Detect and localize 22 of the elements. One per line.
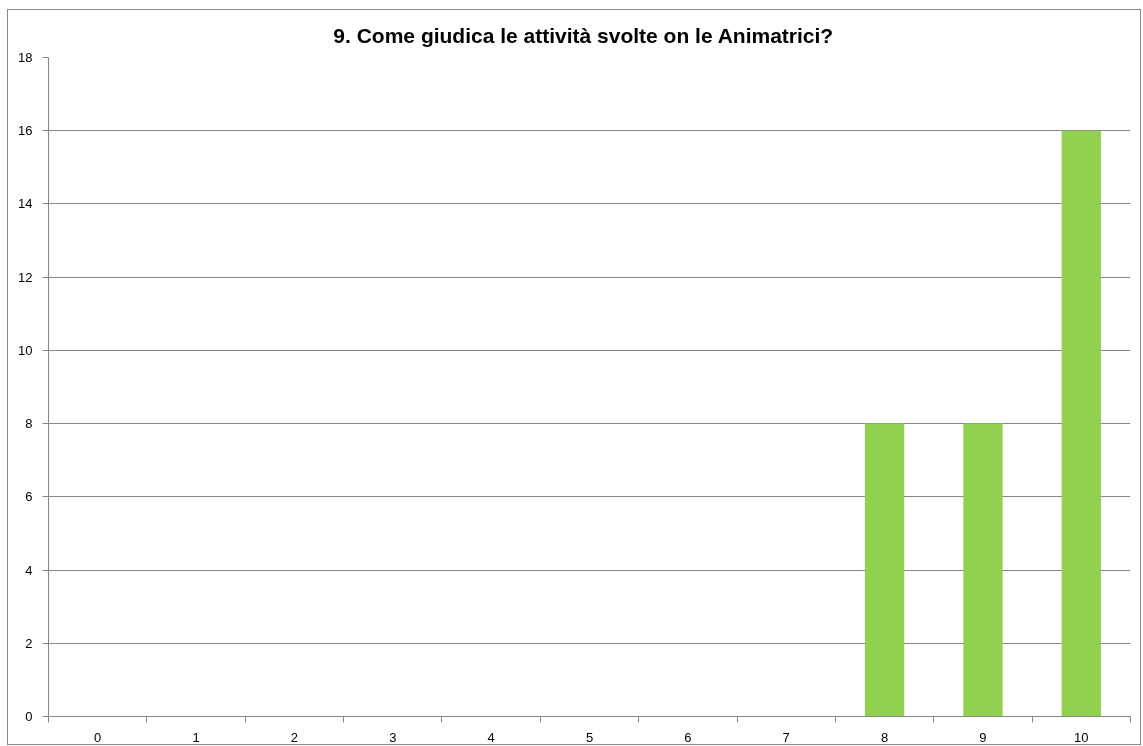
x-tick-label: 9	[979, 729, 987, 745]
x-tick-label: 10	[1074, 729, 1089, 745]
y-tick-label: 0	[25, 709, 33, 724]
x-tick-label: 0	[94, 729, 102, 745]
y-tick-label: 12	[18, 269, 33, 285]
x-tick-label: 1	[192, 729, 200, 745]
x-tick-label: 4	[487, 729, 495, 745]
x-tick-label: 7	[782, 729, 790, 745]
x-tick-label: 8	[880, 729, 889, 745]
y-tick-label: 8	[25, 416, 33, 432]
y-tick-label: 4	[25, 562, 33, 578]
y-tick-label: 6	[25, 489, 33, 505]
y-tick-label: 14	[18, 196, 33, 212]
x-tick-label: 3	[389, 729, 397, 745]
y-tick-label: 10	[18, 342, 33, 358]
chart-title: 9. Come giudica le attività svolte on le Animatrici?	[333, 23, 834, 47]
y-tick-label: 18	[18, 50, 33, 65]
x-tick-label: 2	[290, 729, 299, 745]
y-tick-label: 2	[25, 635, 33, 651]
x-tick-label: 5	[585, 729, 594, 745]
y-tick-label: 16	[18, 123, 33, 139]
x-tick-label: 6	[684, 729, 692, 745]
